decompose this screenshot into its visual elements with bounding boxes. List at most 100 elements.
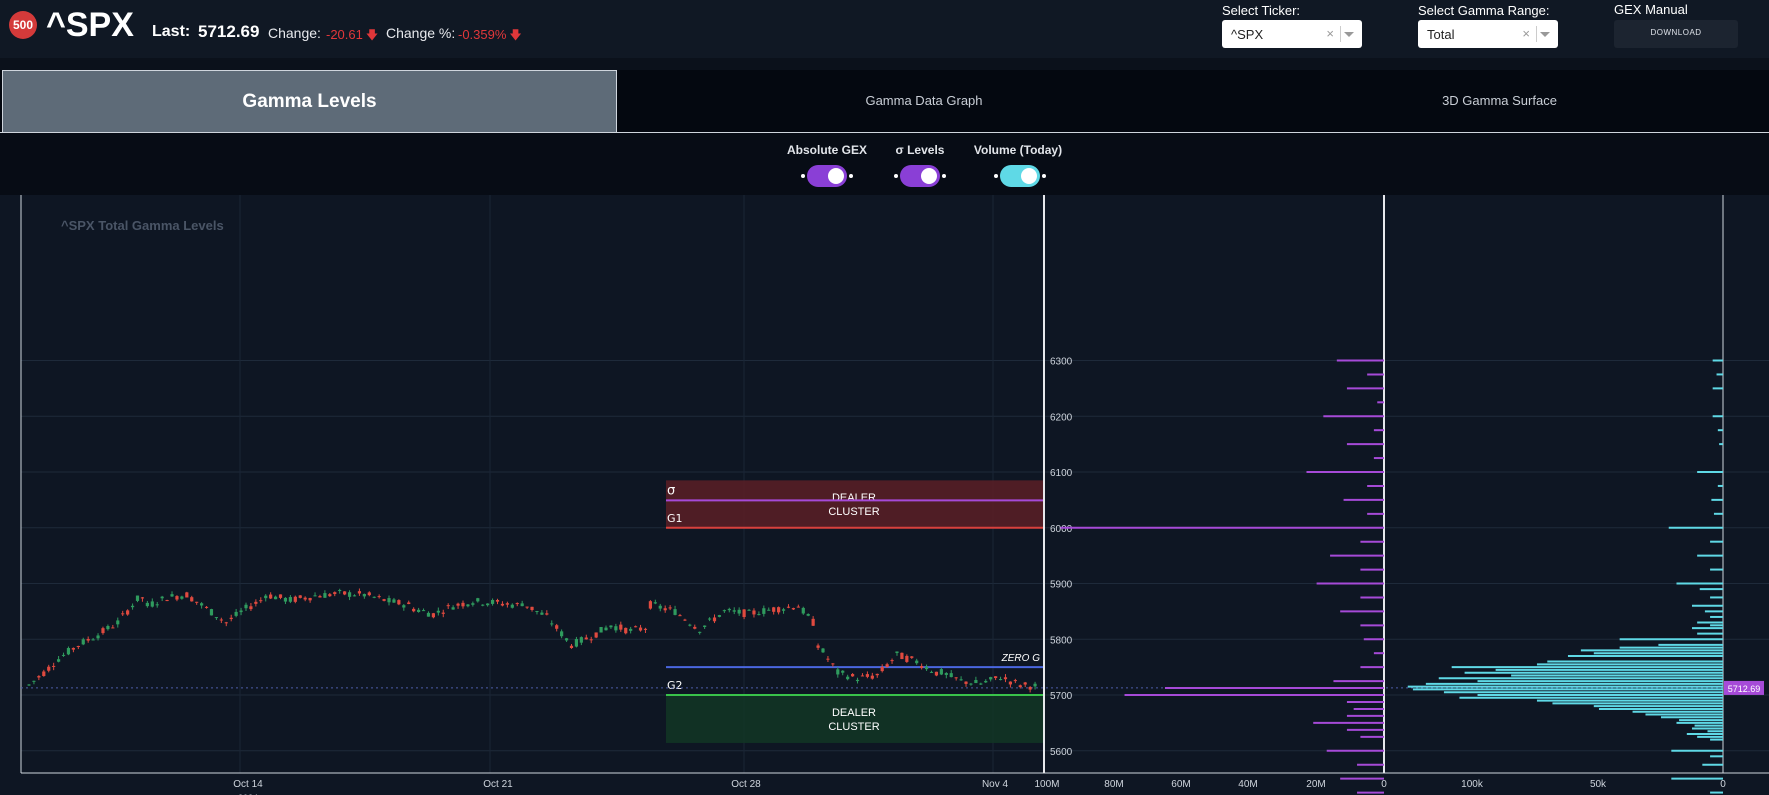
candle-body [471,603,475,605]
candle-body [456,603,460,606]
sigma-levels-toggle[interactable] [894,165,946,187]
candle-body [185,592,189,598]
candle-body [81,639,85,645]
candle-body [515,603,519,605]
ticker-select[interactable]: ^SPX × [1222,20,1362,48]
candle-body [564,638,569,641]
tab-3d-gamma-surface[interactable]: 3D Gamma Surface [1442,93,1557,108]
candle-body [313,595,317,597]
clear-icon[interactable]: × [1522,26,1530,41]
chart-canvas[interactable]: ^SPX Total Gamma Levels DEALER CLUSTER DEAL… [0,195,1769,795]
candle-body [560,631,564,637]
candle-body [61,654,66,656]
candle-body [989,677,993,680]
y-tick-label: 5700 [1050,691,1073,702]
candle-body [624,627,628,634]
level-label: G2 [667,679,683,692]
change-pct-value: -0.359% 🡇 [458,26,522,47]
candle-body [56,659,61,662]
view-tabs: Gamma Levels Gamma Data Graph 3D Gamma S… [0,70,1769,133]
candle-body [752,610,756,615]
candle-body [964,681,968,684]
gamma-range-label: Select Gamma Range: [1418,3,1550,18]
candle-body [905,655,909,662]
candle-body [826,658,830,660]
candle-body [693,626,697,629]
gamma-levels-chart[interactable]: ^SPX Total Gamma Levels DEALER CLUSTER DEAL… [0,195,1769,795]
candle-body [1028,686,1032,690]
download-button[interactable]: DOWNLOAD [1614,20,1738,48]
toggles-bar: Absolute GEX σ Levels Volume (Today) [0,133,1769,195]
candle-body [32,680,36,682]
change-pct-label: Change %: [386,25,456,41]
candle-body [683,619,687,621]
candle-body [209,609,214,616]
tab-gamma-data-graph[interactable]: Gamma Data Graph [865,93,983,108]
candle-body [594,632,598,638]
candle-body [979,683,983,685]
candle-body [747,609,751,611]
candle-body [254,601,258,604]
y-tick-label: 5800 [1050,635,1073,646]
candle-body [737,609,741,614]
toggle-dot-icon [994,174,998,178]
candle-body [579,637,583,643]
candle-body [239,610,243,613]
candle-body [629,628,633,631]
candle-body [190,597,194,602]
candle-body [352,595,357,597]
candle-body [96,635,100,639]
candle-body [910,656,914,658]
candle-body [609,625,613,628]
select-divider [1340,26,1341,42]
candle-body [890,660,894,662]
candle-body [954,677,958,679]
candle-body [486,603,490,606]
candle-body [145,602,149,607]
candle-body [688,624,692,626]
candle-body [757,614,761,616]
tab-gamma-levels[interactable]: Gamma Levels [2,70,617,132]
clear-icon[interactable]: × [1326,26,1334,41]
candle-body [116,620,120,625]
candle-body [249,606,253,610]
candle-body [91,639,95,641]
candle-body [417,609,421,612]
candle-body [786,606,791,608]
toggle-knob [921,168,937,184]
candle-body [1018,685,1022,688]
chevron-down-icon[interactable] [1344,32,1354,37]
candle-body [343,591,347,595]
candle-body [338,590,342,592]
absolute-gex-toggle[interactable] [801,165,853,187]
candle-body [870,675,874,679]
volume-today-toggle[interactable] [994,165,1046,187]
candle-body [42,671,46,677]
chevron-down-icon[interactable] [1540,32,1550,37]
candle-body [717,615,722,617]
candle-body [806,614,810,616]
candle-body [195,601,199,603]
candle-body [811,618,815,626]
candle-body [273,596,278,600]
level-label: G1 [667,512,683,525]
gex-tick-label: 40M [1238,779,1257,790]
ticker-title: ^SPX [46,6,134,44]
candle-body [1003,677,1008,680]
candle-body [126,610,130,615]
gamma-range-select[interactable]: Total × [1418,20,1558,48]
candle-body [362,593,366,597]
candle-body [614,626,618,631]
candle-body [402,605,406,608]
ticker-select-value: ^SPX [1231,27,1264,42]
candle-body [392,599,396,603]
candle-body [495,599,500,602]
candle-body [653,602,657,604]
candle-body [722,610,726,612]
candle-body [229,617,233,620]
candle-body [47,666,51,671]
candle-body [796,606,800,608]
candle-body [920,666,924,668]
change-value: -20.61 🡇 [326,26,378,47]
candle-body [619,624,623,630]
